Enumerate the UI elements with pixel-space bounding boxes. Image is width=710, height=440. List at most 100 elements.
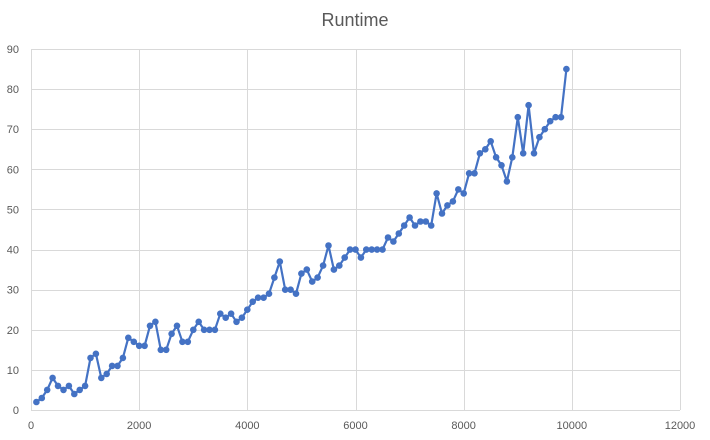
chart-title: Runtime: [321, 10, 389, 30]
data-point: [217, 310, 224, 318]
data-point: [119, 354, 127, 362]
data-point: [449, 198, 457, 205]
data-point: [168, 330, 175, 338]
data-point: [352, 246, 359, 253]
data-point: [492, 154, 500, 161]
data-point: [530, 150, 538, 157]
data-point: [400, 222, 408, 229]
y-tick-label: 50: [7, 204, 19, 216]
data-point: [141, 342, 148, 350]
data-point: [438, 210, 446, 217]
data-point: [498, 162, 505, 169]
data-point: [444, 202, 451, 209]
data-point: [303, 266, 311, 273]
data-point: [346, 246, 354, 253]
data-point: [233, 318, 240, 326]
data-point: [514, 113, 522, 121]
data-point: [244, 306, 251, 314]
data-point: [206, 326, 213, 334]
data-point: [509, 154, 516, 161]
y-tick-label: 70: [7, 124, 19, 136]
data-point: [87, 354, 94, 362]
data-point: [38, 394, 46, 402]
data-point: [254, 294, 262, 302]
data-point: [179, 338, 186, 346]
data-point: [308, 278, 316, 285]
data-point: [184, 338, 192, 346]
data-point: [314, 274, 321, 281]
data-point: [211, 326, 219, 334]
data-point: [525, 101, 532, 109]
y-tick-label: 10: [7, 365, 19, 377]
y-tick-label: 40: [7, 245, 19, 257]
data-point: [65, 382, 73, 390]
data-point: [427, 222, 435, 229]
x-tick-label: 8000: [451, 420, 475, 432]
data-point: [411, 222, 419, 229]
data-point: [60, 386, 67, 394]
data-point: [130, 338, 138, 346]
data-point: [379, 246, 386, 253]
data-point: [363, 246, 370, 253]
data-point: [336, 262, 343, 269]
data-point: [557, 113, 565, 121]
data-point: [81, 382, 89, 390]
tick-layer: 0 10 20 30 40 50 60 70 80 90 0 2000 4000 6000 8000 1000…: [7, 44, 696, 432]
data-point: [487, 138, 495, 145]
data-point: [265, 290, 273, 298]
data-point: [384, 234, 392, 241]
data-point: [330, 266, 338, 273]
data-point: [433, 190, 440, 197]
series-layer: [33, 65, 570, 406]
y-tick-label: 30: [7, 285, 19, 297]
data-point: [373, 246, 381, 253]
data-point: [471, 170, 478, 177]
grid-layer: [31, 49, 681, 411]
data-point: [422, 218, 430, 225]
data-point: [260, 294, 267, 302]
data-point: [417, 218, 424, 225]
data-point: [125, 334, 132, 342]
data-point: [341, 254, 349, 261]
data-point: [541, 125, 549, 133]
data-point: [503, 178, 511, 185]
x-tick-label: 6000: [343, 420, 367, 432]
data-point: [54, 382, 62, 390]
data-point: [238, 314, 246, 322]
data-point: [460, 190, 468, 197]
y-tick-label: 0: [13, 405, 19, 417]
data-point: [76, 386, 83, 394]
series-line: [35, 68, 568, 403]
data-point: [476, 150, 484, 157]
data-point: [162, 346, 170, 354]
data-point: [325, 242, 332, 249]
data-point: [146, 322, 154, 330]
data-point: [395, 230, 403, 237]
data-point: [43, 386, 51, 394]
data-point: [465, 170, 473, 177]
data-point: [271, 274, 278, 281]
y-tick-label: 20: [7, 325, 19, 337]
data-point: [563, 65, 570, 73]
y-tick-label: 90: [7, 44, 19, 56]
data-point: [281, 286, 289, 294]
data-point: [482, 146, 489, 153]
data-point: [390, 238, 397, 245]
data-point: [103, 370, 110, 378]
data-point: [173, 322, 181, 330]
y-tick-label: 60: [7, 164, 19, 176]
y-tick-label: 80: [7, 84, 19, 96]
data-point: [546, 117, 554, 125]
data-point: [298, 270, 305, 277]
data-point: [406, 214, 413, 221]
x-tick-label: 0: [28, 420, 34, 432]
data-point: [249, 298, 256, 306]
x-tick-label: 2000: [127, 420, 151, 432]
data-point: [455, 186, 462, 193]
data-point: [552, 113, 559, 121]
data-point: [98, 374, 105, 382]
x-tick-label: 10000: [557, 420, 588, 432]
data-point: [71, 390, 78, 398]
data-point: [519, 150, 527, 157]
